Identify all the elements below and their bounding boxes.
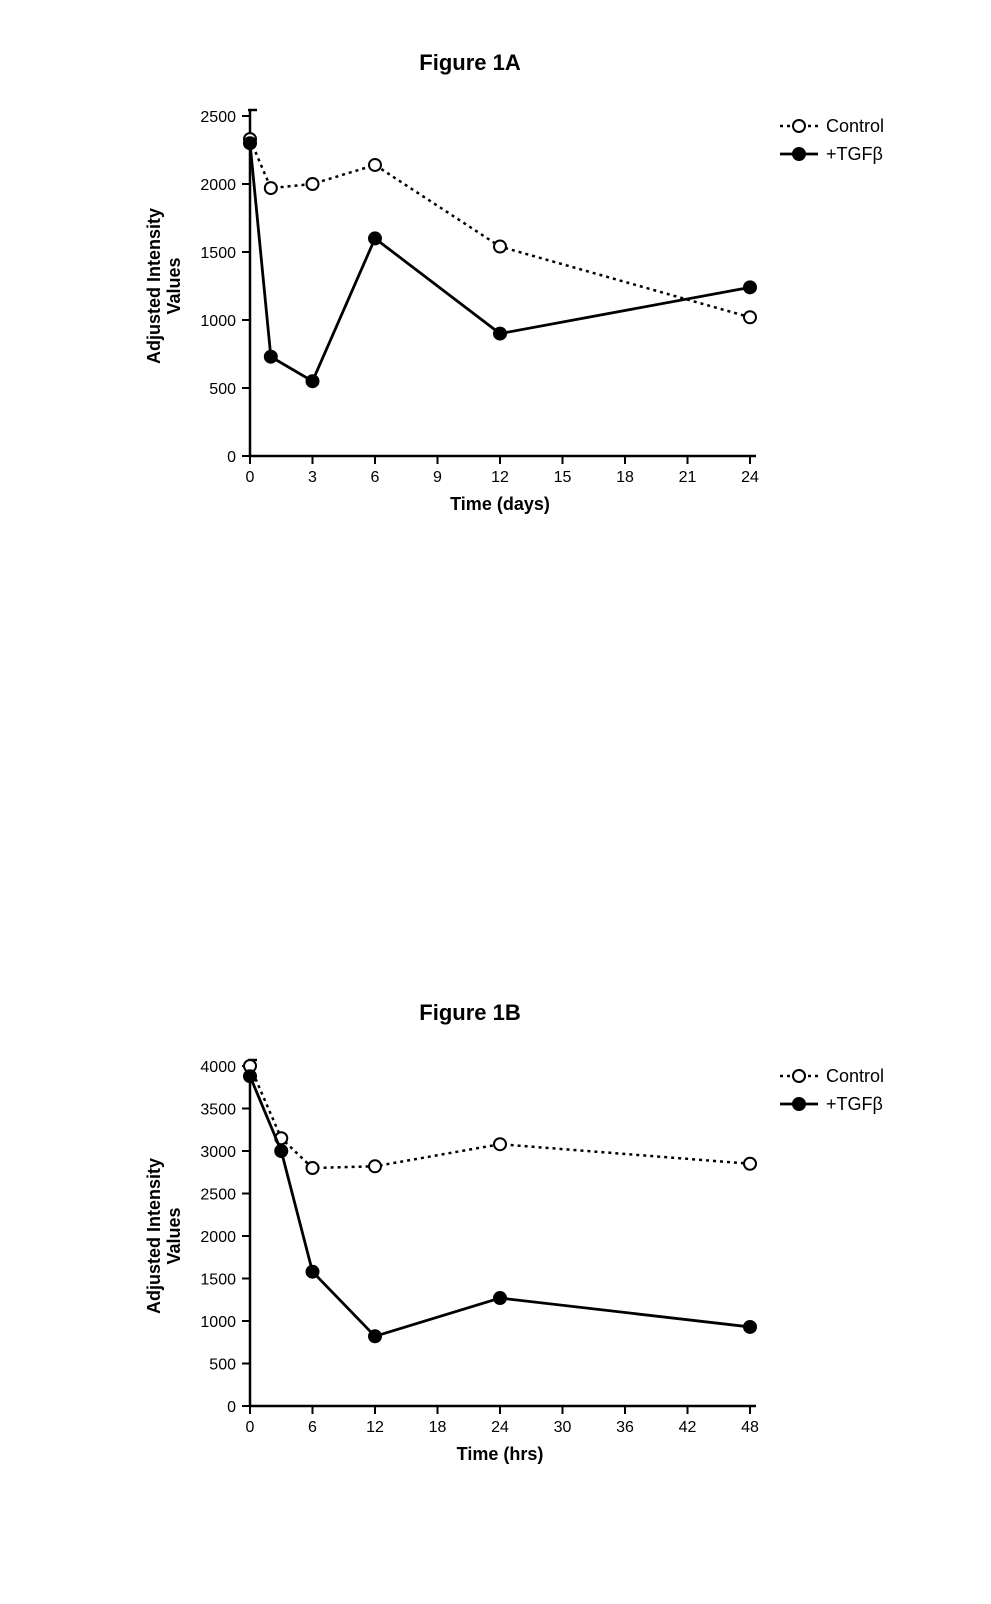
svg-text:1000: 1000	[200, 1314, 236, 1331]
figure-1b: Figure 1B 0 500 1000 1500 2000 2500 3000 3500 40…	[40, 1000, 940, 1560]
svg-text:3500: 3500	[200, 1102, 236, 1119]
svg-text:+TGFβ: +TGFβ	[826, 1094, 883, 1114]
svg-text:24: 24	[741, 469, 759, 486]
svg-text:Control: Control	[826, 1066, 884, 1086]
svg-text:Values: Values	[164, 257, 184, 314]
svg-text:4000: 4000	[200, 1059, 236, 1076]
svg-text:0: 0	[227, 1399, 236, 1416]
svg-text:500: 500	[209, 381, 236, 398]
svg-text:0: 0	[227, 449, 236, 466]
figure-1a-svg: 0 500 1000 1500 2000 2500 0 3 6 9 12 15 18 21 24 Time (…	[40, 76, 940, 616]
svg-text:2000: 2000	[200, 177, 236, 194]
svg-text:42: 42	[679, 1419, 697, 1436]
svg-text:12: 12	[366, 1419, 384, 1436]
svg-text:6: 6	[308, 1419, 317, 1436]
svg-text:0: 0	[246, 1419, 255, 1436]
svg-text:0: 0	[246, 469, 255, 486]
svg-text:36: 36	[616, 1419, 634, 1436]
svg-text:1000: 1000	[200, 313, 236, 330]
svg-text:15: 15	[554, 469, 572, 486]
svg-text:6: 6	[371, 469, 380, 486]
svg-text:24: 24	[491, 1419, 509, 1436]
svg-text:30: 30	[554, 1419, 572, 1436]
svg-text:Adjusted Intensity: Adjusted Intensity	[144, 208, 164, 364]
svg-text:2500: 2500	[200, 109, 236, 126]
svg-text:Time (hrs): Time (hrs)	[457, 1444, 544, 1464]
figure-1b-title: Figure 1B	[210, 1000, 730, 1026]
figure-1b-svg: 0 500 1000 1500 2000 2500 3000 3500 4000 0 6 12 18 24…	[40, 1026, 940, 1566]
svg-text:3000: 3000	[200, 1144, 236, 1161]
svg-text:500: 500	[209, 1357, 236, 1374]
svg-text:Adjusted Intensity: Adjusted Intensity	[144, 1158, 164, 1314]
svg-text:1500: 1500	[200, 245, 236, 262]
svg-text:3: 3	[308, 469, 317, 486]
figure-1a: Figure 1A 0 500 1000 1500 2000 2500 0 3 6 9 12 15 18…	[40, 50, 940, 610]
svg-text:2000: 2000	[200, 1229, 236, 1246]
svg-text:21: 21	[679, 469, 697, 486]
svg-text:1500: 1500	[200, 1272, 236, 1289]
svg-text:Control: Control	[826, 116, 884, 136]
svg-text:+TGFβ: +TGFβ	[826, 144, 883, 164]
page: Figure 1A 050010001500200025000369121518…	[0, 0, 991, 1604]
svg-text:18: 18	[616, 469, 634, 486]
svg-text:2500: 2500	[200, 1187, 236, 1204]
svg-text:18: 18	[429, 1419, 447, 1436]
svg-text:9: 9	[433, 469, 442, 486]
svg-text:Values: Values	[164, 1207, 184, 1264]
svg-text:12: 12	[491, 469, 509, 486]
svg-text:48: 48	[741, 1419, 759, 1436]
svg-text:Time (days): Time (days)	[450, 494, 550, 514]
figure-1a-title: Figure 1A	[210, 50, 730, 76]
